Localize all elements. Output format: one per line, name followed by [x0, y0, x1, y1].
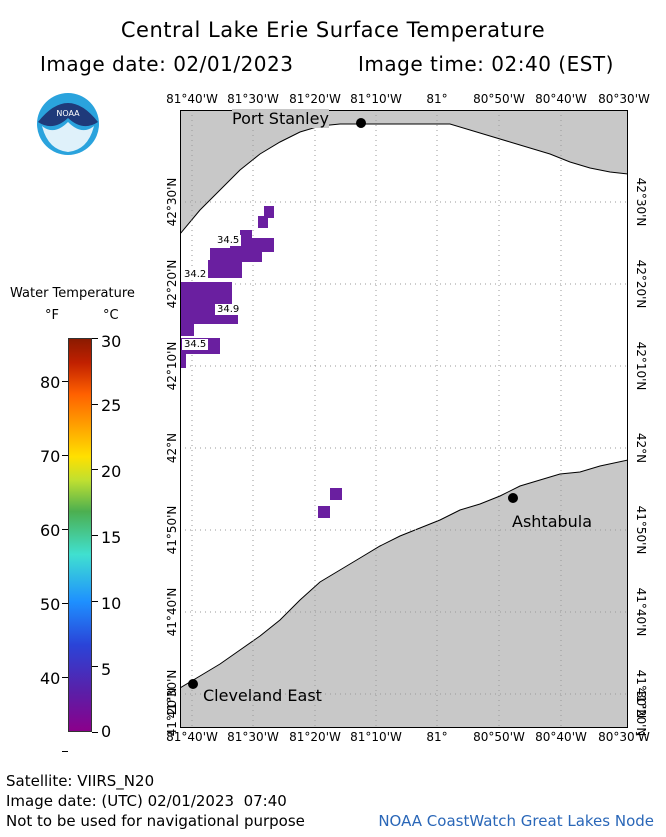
lat-label: 42°10'N — [634, 341, 648, 391]
lat-label: 42°20'N — [165, 259, 179, 309]
f-tick-40: 40 — [40, 669, 61, 688]
lat-label: 42°30'N — [165, 177, 179, 227]
utc-date: Image date: (UTC) 02/01/2023 07:40 — [6, 792, 287, 810]
cleveland-east-marker — [188, 679, 198, 689]
lake-map — [180, 110, 628, 728]
lat-label: 41°20'N — [634, 687, 648, 737]
c-tick-15: 15 — [101, 528, 122, 547]
lon-label: 80°30'W — [598, 92, 650, 106]
lon-label: 81°40'W — [166, 730, 218, 744]
f-tick-70: 70 — [40, 447, 61, 466]
lon-label: 81°10'W — [350, 730, 402, 744]
colorbar-title: Water Temperature — [10, 286, 135, 301]
c-tick-0: 0 — [101, 722, 112, 741]
lon-label: 80°50'W — [473, 92, 525, 106]
colorbar-tick-c — [92, 404, 98, 405]
ashtabula-marker — [508, 493, 518, 503]
lon-label: 81° — [426, 730, 448, 744]
noaa-logo-icon: NOAA — [36, 92, 100, 160]
city-label-ashtabula: Ashtabula — [512, 512, 593, 531]
temp-label: 34.5 — [182, 339, 209, 350]
lat-label: 42°N — [165, 432, 179, 464]
lon-label: 80°40'W — [535, 92, 587, 106]
c-tick-5: 5 — [101, 660, 112, 679]
temp-label: 34.9 — [215, 304, 242, 315]
c-tick-10: 10 — [101, 594, 122, 613]
south-shore-land — [180, 459, 628, 728]
colorbar-tick-f — [62, 529, 68, 530]
lat-label: 42°10'N — [165, 341, 179, 391]
colorbar-tick-f — [62, 381, 68, 382]
temperature-colorbar — [68, 338, 92, 732]
lon-label: 81°30'W — [227, 730, 279, 744]
lat-label: 42°20'N — [634, 259, 648, 309]
lat-label: 41°40'N — [165, 587, 179, 637]
port-stanley-marker — [356, 118, 366, 128]
lon-label: 81°20'W — [289, 92, 341, 106]
image-date: Image date: 02/01/2023 — [40, 52, 294, 76]
colorbar-tick-f — [62, 677, 68, 678]
graticule — [180, 110, 628, 728]
lat-label: 41°50'N — [634, 505, 648, 555]
city-label-port-stanley: Port Stanley — [232, 109, 329, 128]
lon-label: 81°30'W — [227, 92, 279, 106]
c-tick-20: 20 — [101, 462, 122, 481]
lat-label: 41°50'N — [165, 505, 179, 555]
lon-label: 80°50'W — [473, 730, 525, 744]
lat-label: 41°20'N — [165, 687, 179, 737]
colorbar-tick-f — [62, 751, 68, 752]
lon-label: 81°10'W — [350, 92, 402, 106]
lon-label: 80°40'W — [535, 730, 587, 744]
lon-label: 81°20'W — [289, 730, 341, 744]
colorbar-unit-f: °F — [45, 308, 59, 323]
colorbar-tick-c — [92, 732, 98, 733]
credit-link[interactable]: NOAA CoastWatch Great Lakes Node — [378, 812, 654, 830]
c-tick-30: 30 — [101, 332, 122, 351]
lon-label: 81° — [426, 92, 448, 106]
city-label-cleveland-east: Cleveland East — [203, 686, 322, 705]
colorbar-tick-f — [62, 603, 68, 604]
colorbar-tick-c — [92, 666, 98, 667]
colorbar-tick-f — [62, 455, 68, 456]
lon-label: 80°30'W — [598, 730, 650, 744]
c-tick-25: 25 — [101, 396, 122, 415]
f-tick-50: 50 — [40, 595, 61, 614]
f-tick-80: 80 — [40, 373, 61, 392]
temp-label: 34.5 — [215, 235, 242, 246]
colorbar-tick-c — [92, 601, 98, 602]
colorbar-tick-c — [92, 535, 98, 536]
logo-text: NOAA — [56, 109, 80, 118]
map-title: Central Lake Erie Surface Temperature — [120, 18, 546, 42]
f-tick-60: 60 — [40, 521, 61, 540]
lat-label: 42°N — [634, 432, 648, 464]
image-time: Image time: 02:40 (EST) — [358, 52, 614, 76]
colorbar-unit-c: °C — [103, 308, 119, 323]
colorbar-tick-c — [92, 338, 98, 339]
north-shore-land — [180, 110, 628, 235]
lat-label: 41°40'N — [634, 587, 648, 637]
satellite-info: Satellite: VIIRS_N20 — [6, 772, 155, 790]
colorbar-tick-c — [92, 469, 98, 470]
disclaimer: Not to be used for navigational purpose — [6, 812, 305, 830]
lon-label: 81°40'W — [166, 92, 218, 106]
temp-label: 34.2 — [182, 269, 209, 280]
lat-label: 42°30'N — [634, 177, 648, 227]
